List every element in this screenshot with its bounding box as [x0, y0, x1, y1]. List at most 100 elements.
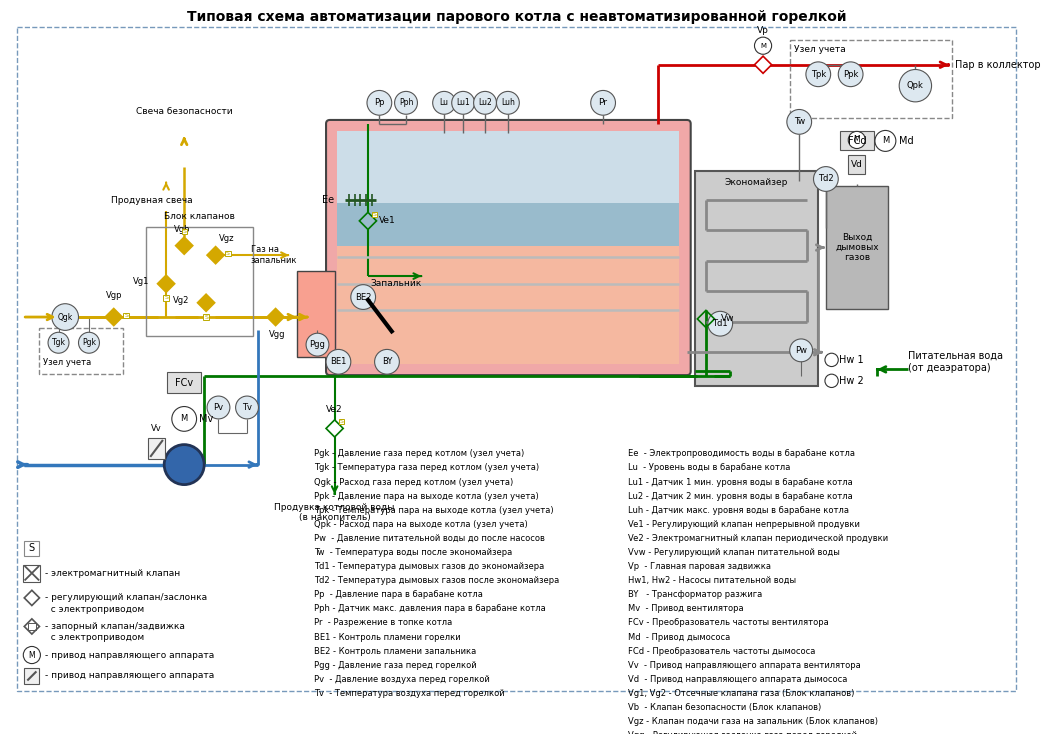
Text: Qgk: Qgk	[57, 313, 73, 321]
Text: FCd - Преобразователь частоты дымососа: FCd - Преобразователь частоты дымососа	[628, 647, 816, 655]
Circle shape	[236, 396, 258, 419]
Text: Qpk: Qpk	[907, 81, 924, 90]
Circle shape	[48, 333, 69, 353]
FancyBboxPatch shape	[826, 186, 888, 310]
Circle shape	[52, 304, 79, 330]
Circle shape	[350, 285, 376, 310]
FancyBboxPatch shape	[182, 229, 187, 234]
Text: BE1: BE1	[330, 357, 346, 366]
Circle shape	[813, 167, 838, 192]
Text: FCv: FCv	[175, 378, 193, 388]
Text: Md: Md	[898, 136, 913, 146]
Text: Qpk - Расход пара на выходе котла (узел учета): Qpk - Расход пара на выходе котла (узел …	[313, 520, 528, 528]
Text: Pr: Pr	[599, 98, 607, 107]
Polygon shape	[175, 237, 193, 254]
FancyBboxPatch shape	[840, 131, 874, 150]
FancyBboxPatch shape	[204, 314, 209, 320]
Circle shape	[367, 90, 392, 115]
Text: Vw: Vw	[721, 314, 735, 324]
FancyBboxPatch shape	[23, 564, 40, 582]
Text: Tw  - Температура воды после экономайзера: Tw - Температура воды после экономайзера	[313, 548, 512, 557]
Text: Vgz - Клапан подачи газа на запальник (Блок клапанов): Vgz - Клапан подачи газа на запальник (Б…	[628, 717, 878, 726]
Circle shape	[207, 396, 229, 419]
Polygon shape	[207, 247, 224, 264]
Text: Lu1: Lu1	[457, 98, 470, 107]
Text: Lu2: Lu2	[478, 98, 492, 107]
Text: BY   - Трансформатор разжига: BY - Трансформатор разжига	[628, 590, 763, 599]
FancyBboxPatch shape	[849, 155, 866, 174]
Text: Vp  - Главная паровая задвижка: Vp - Главная паровая задвижка	[628, 562, 771, 571]
Text: S: S	[373, 211, 377, 217]
Text: BE1 - Контроль пламени горелки: BE1 - Контроль пламени горелки	[313, 633, 460, 642]
Text: Tw: Tw	[793, 117, 805, 126]
Text: Vv: Vv	[151, 424, 162, 433]
Polygon shape	[198, 294, 215, 311]
Text: Vv  - Привод направляющего аппарата вентилятора: Vv - Привод направляющего аппарата венти…	[628, 661, 860, 669]
Circle shape	[165, 445, 204, 484]
Text: Vd  - Привод направляющего аппарата дымососа: Vd - Привод направляющего аппарата дымос…	[628, 675, 847, 684]
Text: Газ на
запальник: Газ на запальник	[251, 245, 297, 265]
Text: Pr  - Разрежение в топке котла: Pr - Разрежение в топке котла	[313, 619, 452, 628]
Text: Qgk - Расход газа перед котлом (узел учета): Qgk - Расход газа перед котлом (узел уче…	[313, 478, 513, 487]
Text: Vgp: Vgp	[105, 291, 122, 300]
Text: M: M	[29, 650, 35, 660]
Text: Md  - Привод дымососа: Md - Привод дымососа	[628, 633, 730, 642]
Text: Ee: Ee	[322, 195, 333, 205]
Circle shape	[395, 92, 417, 115]
FancyBboxPatch shape	[338, 246, 680, 363]
Text: Запальник: Запальник	[371, 280, 422, 288]
Text: Tgk - Температура газа перед котлом (узел учета): Tgk - Температура газа перед котлом (узе…	[313, 463, 538, 473]
Text: Узел учета: Узел учета	[793, 45, 845, 54]
Text: Ve2: Ve2	[326, 405, 343, 414]
Circle shape	[825, 374, 838, 388]
Text: Экономайзер: Экономайзер	[724, 178, 788, 187]
Text: Pp  - Давление пара в барабане котла: Pp - Давление пара в барабане котла	[313, 590, 482, 599]
FancyBboxPatch shape	[296, 272, 335, 357]
Text: Ppk - Давление пара на выходе котла (узел учета): Ppk - Давление пара на выходе котла (узе…	[313, 492, 538, 501]
FancyBboxPatch shape	[338, 203, 680, 246]
Text: Lu2 - Датчик 2 мин. уровня воды в барабане котла: Lu2 - Датчик 2 мин. уровня воды в бараба…	[628, 492, 853, 501]
Text: Pgk - Давление газа перед котлом (узел учета): Pgk - Давление газа перед котлом (узел у…	[313, 449, 524, 458]
Text: S: S	[183, 229, 186, 234]
FancyBboxPatch shape	[164, 295, 169, 301]
Text: Узел учета: Узел учета	[44, 357, 91, 366]
Text: Выход
дымовых
газов: Выход дымовых газов	[835, 233, 878, 263]
Text: Vgb: Vgb	[174, 225, 190, 234]
Circle shape	[838, 62, 863, 87]
Circle shape	[306, 333, 329, 356]
FancyBboxPatch shape	[123, 313, 129, 318]
Circle shape	[806, 62, 830, 87]
Circle shape	[23, 647, 40, 664]
Text: Блок клапанов: Блок клапанов	[164, 212, 235, 221]
Text: Tv: Tv	[242, 403, 252, 412]
Text: Ve2 - Электромагнитный клапан периодической продувки: Ve2 - Электромагнитный клапан периодичес…	[628, 534, 888, 543]
Text: Vp: Vp	[757, 26, 769, 35]
Text: Ee  - Электропроводимость воды в барабане котла: Ee - Электропроводимость воды в барабане…	[628, 449, 855, 458]
Text: Pv  - Давление воздуха перед горелкой: Pv - Давление воздуха перед горелкой	[313, 675, 490, 684]
Text: Lu  - Уровень воды в барабане котла: Lu - Уровень воды в барабане котла	[628, 463, 790, 473]
Text: Vgg - Регулирующая заслонка газа перед горелкой: Vgg - Регулирующая заслонка газа перед г…	[628, 731, 857, 734]
Text: Ve1 - Регулирующий клапан непрерывной продувки: Ve1 - Регулирующий клапан непрерывной пр…	[628, 520, 860, 528]
Text: Vd: Vd	[851, 160, 862, 170]
FancyBboxPatch shape	[695, 171, 819, 385]
Text: Pw: Pw	[795, 346, 807, 355]
FancyBboxPatch shape	[225, 250, 230, 256]
FancyBboxPatch shape	[167, 372, 202, 393]
Text: Hw1, Hw2 - Насосы питательной воды: Hw1, Hw2 - Насосы питательной воды	[628, 576, 796, 585]
Text: Tpk - Температура пара на выходе котла (узел учета): Tpk - Температура пара на выходе котла (…	[313, 506, 553, 515]
Text: с электроприводом: с электроприводом	[46, 605, 144, 614]
Circle shape	[375, 349, 399, 374]
Text: Pp: Pp	[374, 98, 384, 107]
Text: S: S	[226, 251, 230, 255]
FancyBboxPatch shape	[339, 419, 344, 424]
Text: Td1 - Температура дымовых газов до экономайзера: Td1 - Температура дымовых газов до эконо…	[313, 562, 544, 571]
Circle shape	[496, 92, 519, 115]
Text: Vgz: Vgz	[219, 233, 234, 243]
Text: - привод направляющего аппарата: - привод направляющего аппарата	[46, 650, 215, 660]
Text: Vgg: Vgg	[270, 330, 286, 339]
Polygon shape	[267, 308, 285, 326]
FancyBboxPatch shape	[24, 541, 39, 556]
Text: FCv - Преобразователь частоты вентилятора: FCv - Преобразователь частоты вентилятор…	[628, 619, 828, 628]
Text: Типовая схема автоматизации парового котла с неавтоматизированной горелкой: Типовая схема автоматизации парового кот…	[187, 10, 846, 24]
Circle shape	[474, 92, 496, 115]
